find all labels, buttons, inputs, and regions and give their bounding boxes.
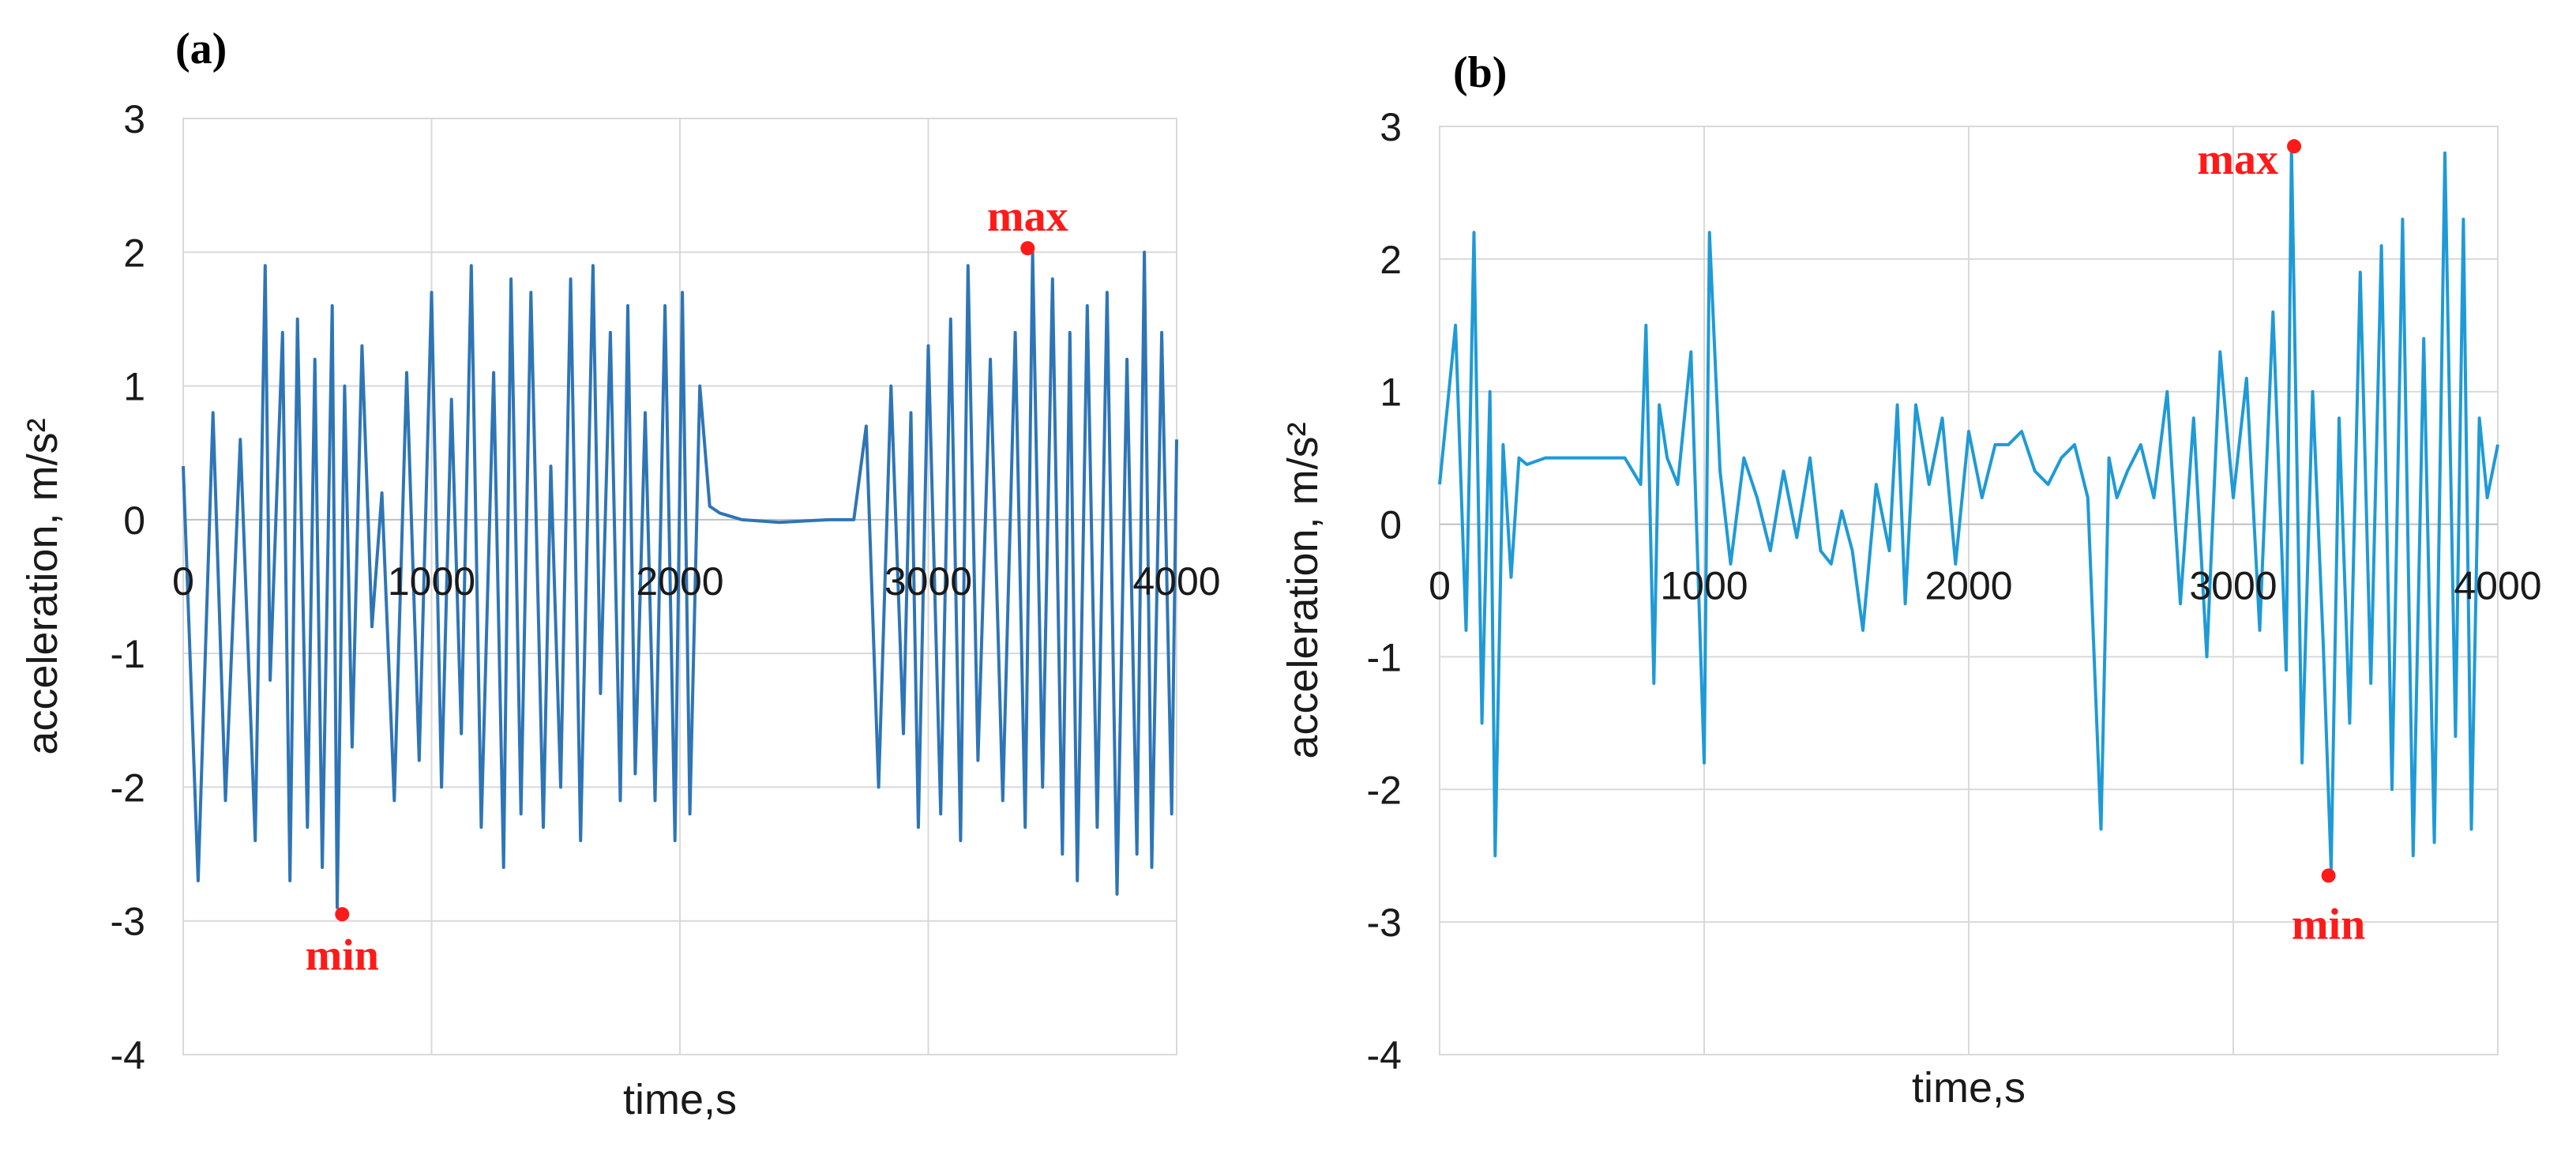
panel-label: (a)	[175, 24, 227, 73]
series-line	[1438, 145, 2499, 871]
x-tick-label: 4000	[1132, 559, 1220, 604]
y-tick-label: -3	[1367, 901, 1402, 945]
y-tick-label: 2	[1380, 238, 1402, 282]
y-tick-label: -2	[1367, 768, 1402, 812]
x-tick-label: 4000	[2454, 564, 2541, 608]
y-tick-label: -4	[1367, 1033, 1402, 1078]
series-line	[182, 250, 1178, 909]
y-tick-label: 1	[123, 365, 145, 409]
x-axis-title: time,s	[1912, 1064, 2026, 1112]
y-tick-label: -3	[111, 900, 145, 944]
max-label: max	[987, 192, 1068, 241]
y-tick-label: 0	[1380, 503, 1402, 547]
max-marker	[1020, 241, 1035, 256]
x-tick-label: 2000	[1924, 564, 2012, 608]
max-marker	[2287, 139, 2302, 154]
x-tick-label: 2000	[636, 559, 723, 604]
y-tick-label: 2	[123, 231, 145, 275]
y-tick-label: -1	[111, 632, 145, 676]
y-tick-label: 1	[1380, 371, 1402, 415]
x-tick-label: 3000	[884, 559, 972, 604]
y-tick-label: 3	[123, 97, 145, 141]
x-tick-label: 1000	[1660, 564, 1748, 608]
y-axis-title: acceleration, m/s²	[1279, 422, 1327, 758]
min-label: min	[2292, 900, 2365, 949]
y-tick-label: 3	[1380, 105, 1402, 149]
x-tick-label: 3000	[2189, 564, 2277, 608]
chart-a: (a) 3 2 1 0 -1 -2 -3 -4 0 1000 2000 3000 4000 time,s ac…	[19, 24, 1221, 1123]
y-tick-label: -4	[111, 1033, 145, 1078]
min-label: min	[306, 931, 379, 980]
x-tick-label: 0	[172, 559, 194, 604]
x-tick-label: 1000	[388, 559, 475, 604]
y-axis-title: acceleration, m/s²	[19, 418, 66, 754]
x-tick-label: 0	[1429, 564, 1451, 608]
chart-b: (b) 3 2 1 0 -1 -2 -3 -4 0 1000 2000 3000 4000 time,s ac…	[1279, 48, 2542, 1112]
min-marker	[335, 907, 350, 922]
y-tick-label: 0	[123, 498, 145, 543]
panel-label: (b)	[1453, 48, 1507, 97]
x-axis-title: time,s	[623, 1076, 737, 1123]
y-tick-label: -2	[111, 765, 145, 810]
max-label: max	[2197, 135, 2278, 184]
min-marker	[2321, 868, 2336, 883]
y-tick-label: -1	[1367, 635, 1402, 679]
